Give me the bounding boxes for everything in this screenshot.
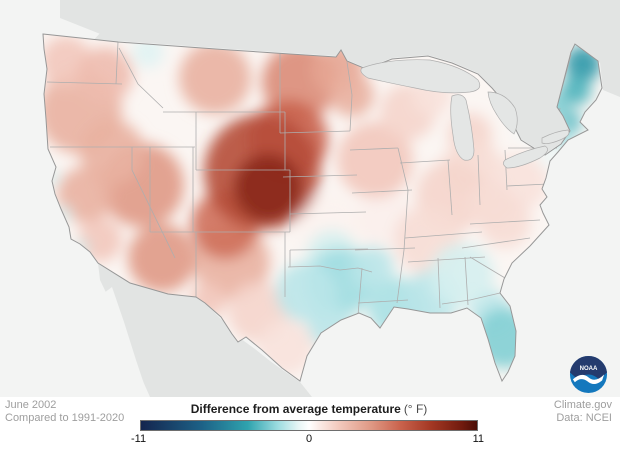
noaa-logo-seagull xyxy=(572,374,605,385)
great-lakes xyxy=(360,59,570,169)
legend-tick-zero: 0 xyxy=(305,433,313,445)
anomaly-blob-arizona xyxy=(128,224,196,292)
mexico-landmass xyxy=(98,263,312,397)
lake-erie xyxy=(503,145,548,169)
temperature-anomaly-field xyxy=(43,36,601,375)
anomaly-blob-georgia-south-carolina xyxy=(430,243,494,307)
anomaly-blob-montana-east xyxy=(179,42,251,114)
anomaly-blob-washington-east xyxy=(77,47,133,103)
foreign-landmass xyxy=(60,0,620,397)
vancouver-island xyxy=(88,0,172,52)
anomaly-blob-iowa-illinois xyxy=(337,122,413,198)
map-period-block: June 2002 Compared to 1991-2020 xyxy=(5,399,124,425)
period-label: June 2002 xyxy=(5,399,57,411)
lake-michigan xyxy=(450,94,475,161)
legend-tick-min: -11 xyxy=(131,433,147,445)
legend-unit: (° F) xyxy=(403,402,428,416)
attribution-data-source: Data: NCEI xyxy=(556,412,612,424)
lake-ontario xyxy=(541,129,570,144)
canada-landmass xyxy=(60,0,620,154)
anomaly-blob-maine-south-cool xyxy=(561,75,591,105)
noaa-logo-text: NOAA xyxy=(580,366,598,372)
gulf-of-california xyxy=(104,287,146,392)
anomaly-blob-nevada-north xyxy=(80,120,144,184)
us-temperature-anomaly-map xyxy=(0,0,620,397)
us-outline xyxy=(42,33,603,383)
legend-tick-max: 11 xyxy=(472,433,484,445)
attribution-block: Climate.gov Data: NCEI xyxy=(554,399,612,425)
legend-title-text: Difference from average temperature xyxy=(190,402,401,416)
lake-superior xyxy=(360,59,481,94)
baseline-label: Compared to 1991-2020 xyxy=(5,412,125,424)
anomaly-blob-high-plains-warm-core xyxy=(234,154,302,222)
legend-colorbar xyxy=(140,420,478,431)
lake-huron xyxy=(487,91,518,135)
attribution-site: Climate.gov xyxy=(553,399,612,411)
noaa-logo: NOAA xyxy=(569,355,608,394)
legend-title: Difference from average temperature (° F) xyxy=(140,402,478,416)
anomaly-blob-california-central xyxy=(57,167,113,223)
noaa-logo-navy-fan xyxy=(569,355,608,380)
